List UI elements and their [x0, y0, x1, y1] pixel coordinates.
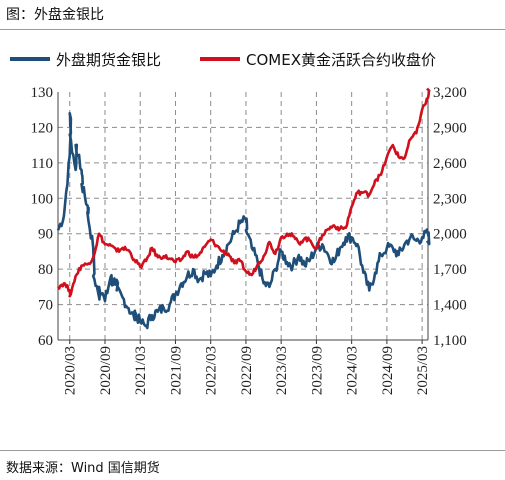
series-line-comex-gold — [56, 87, 431, 298]
series-lines — [56, 87, 431, 330]
x-tick-label: 2024/03 — [345, 346, 361, 395]
y-right-tick-label: 1,100 — [433, 333, 467, 349]
x-tick-label: 2022/03 — [204, 346, 220, 395]
title-divider — [0, 29, 505, 30]
chart-svg: 外盘期货金银比 COMEX黄金活跃合约收盘价 60 70 80 90 100 110 120… — [10, 51, 467, 395]
y-left-tick-label: 80 — [38, 262, 53, 278]
y-left-tick-label: 130 — [31, 85, 54, 101]
y-left-tick-label: 120 — [31, 120, 54, 136]
y-left-tick-label: 70 — [38, 298, 53, 314]
y-right-tick-label: 2,900 — [433, 120, 467, 136]
y-right-tick-label: 2,600 — [433, 156, 467, 172]
axes — [57, 92, 429, 344]
data-source: 数据来源：Wind 国信期货 — [6, 461, 160, 476]
y-right-tick-label: 2,000 — [433, 227, 467, 243]
legend-label-comex-gold: COMEX黄金活跃合约收盘价 — [246, 51, 436, 69]
x-tick-label: 2020/03 — [63, 346, 79, 395]
x-tick-label: 2021/09 — [168, 346, 184, 395]
x-tick-label: 2023/03 — [274, 346, 290, 395]
y-left-tick-label: 110 — [31, 156, 53, 172]
legend: 外盘期货金银比 COMEX黄金活跃合约收盘价 — [10, 51, 436, 69]
y-right-tick-label: 1,400 — [433, 298, 467, 314]
y-right-tick-label: 3,200 — [433, 85, 467, 101]
y-right-tick-label: 1,700 — [433, 262, 467, 278]
series-line-silver-ratio — [56, 112, 431, 330]
source-divider — [0, 450, 505, 451]
y-right-tick-label: 2,300 — [433, 191, 467, 207]
x-tick-label: 2022/09 — [239, 346, 255, 395]
x-tick-label: 2025/03 — [415, 346, 431, 395]
x-tick-label: 2021/03 — [133, 346, 149, 395]
x-tick-label: 2020/09 — [98, 346, 114, 395]
y-left-tick-label: 100 — [31, 191, 54, 207]
x-tick-label: 2023/09 — [309, 346, 325, 395]
y-left-tick-label: 60 — [38, 333, 53, 349]
chart-title: 图：外盘金银比 — [6, 7, 104, 23]
legend-label-silver-ratio: 外盘期货金银比 — [56, 51, 161, 69]
y-left-tick-label: 90 — [38, 227, 53, 243]
x-tick-label: 2024/09 — [380, 346, 396, 395]
tick-labels: 60 70 80 90 100 110 120 130 1,100 1,400 1,700 2,000… — [31, 85, 467, 395]
